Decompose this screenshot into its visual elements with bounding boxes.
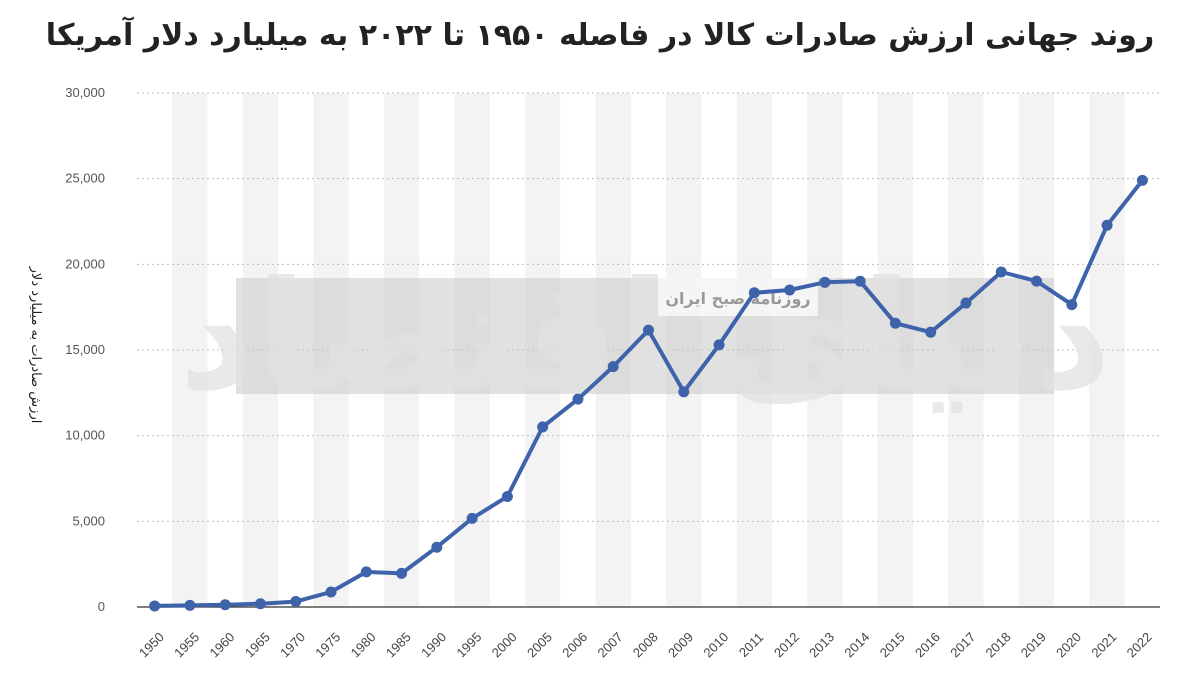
- x-tick-label: 2005: [524, 629, 555, 660]
- data-point: [819, 276, 831, 288]
- y-tick-label: 0: [98, 599, 105, 614]
- x-tick-label: 2018: [983, 629, 1014, 660]
- x-tick-label: 2019: [1018, 629, 1049, 660]
- data-point: [854, 275, 866, 287]
- x-tick-label: 1960: [206, 629, 237, 660]
- data-point: [184, 599, 196, 611]
- data-point: [925, 326, 937, 338]
- data-point: [325, 586, 337, 598]
- x-tick-label: 1980: [348, 629, 379, 660]
- data-point: [360, 566, 372, 578]
- data-point: [290, 596, 302, 608]
- data-point: [678, 386, 690, 398]
- y-axis-ticks: 0 5,000 10,000 15,000 20,000 25,000 30,000: [65, 85, 105, 614]
- x-tick-label: 2017: [947, 629, 978, 660]
- x-tick-label: 2016: [912, 629, 943, 660]
- data-point: [572, 393, 584, 405]
- x-tick-label: 2022: [1124, 629, 1155, 660]
- y-tick-label: 5,000: [72, 513, 105, 528]
- x-tick-label: 2013: [806, 629, 837, 660]
- watermark-tagline: روزنامه صبح ایران: [665, 289, 810, 308]
- x-axis-ticks: 1950 1955 1960 1965 1970 1975 1980 1985 1990 1995…: [136, 629, 1155, 660]
- data-point: [396, 567, 408, 579]
- x-tick-label: 1965: [242, 629, 273, 660]
- x-tick-label: 2012: [771, 629, 802, 660]
- x-tick-label: 2021: [1088, 629, 1119, 660]
- data-point: [466, 512, 478, 524]
- x-tick-label: 1985: [383, 629, 414, 660]
- y-axis-label: ارزش صادرات به میلیارد دلار: [28, 266, 43, 424]
- data-point: [537, 421, 549, 433]
- watermark-tagline-box: [658, 278, 818, 316]
- x-tick-label: 2000: [489, 629, 520, 660]
- data-point: [960, 297, 972, 309]
- data-point: [1066, 299, 1078, 311]
- x-tick-label: 2020: [1053, 629, 1084, 660]
- data-point: [607, 361, 619, 373]
- x-tick-label: 2007: [595, 629, 626, 660]
- x-tick-label: 2014: [841, 629, 872, 660]
- chart-title: روند جهانی ارزش صادرات کالا در فاصله ۱۹۵…: [45, 18, 1155, 53]
- x-tick-label: 1955: [171, 629, 202, 660]
- x-tick-label: 1990: [418, 629, 449, 660]
- data-point: [501, 490, 513, 502]
- y-tick-label: 15,000: [65, 342, 105, 357]
- data-point: [219, 599, 231, 611]
- data-point: [889, 317, 901, 329]
- data-point: [431, 541, 443, 553]
- data-point: [149, 600, 161, 612]
- data-point: [713, 339, 725, 351]
- y-tick-label: 20,000: [65, 256, 105, 271]
- data-point: [254, 598, 266, 610]
- data-point: [748, 287, 760, 299]
- x-tick-label: 1950: [136, 629, 167, 660]
- data-point: [995, 266, 1007, 278]
- x-tick-label: 2006: [559, 629, 590, 660]
- series-group: [149, 174, 1148, 612]
- data-point: [784, 284, 796, 296]
- y-tick-label: 10,000: [65, 428, 105, 443]
- data-point: [643, 324, 654, 336]
- data-point: [1031, 275, 1043, 287]
- data-point: [1101, 219, 1113, 231]
- x-tick-label: 2009: [665, 629, 696, 660]
- y-tick-label: 30,000: [65, 85, 105, 100]
- x-tick-label: 1970: [277, 629, 308, 660]
- x-tick-label: 2010: [700, 629, 731, 660]
- x-tick-label: 1995: [453, 629, 484, 660]
- watermark-logo-text: دنیای اقتصاد: [179, 250, 1112, 424]
- data-point: [1136, 174, 1148, 186]
- x-tick-label: 2011: [736, 630, 766, 660]
- x-tick-label: 1975: [312, 629, 343, 660]
- x-tick-label: 2008: [630, 629, 661, 660]
- x-tick-label: 2015: [877, 629, 908, 660]
- y-tick-label: 25,000: [65, 171, 105, 186]
